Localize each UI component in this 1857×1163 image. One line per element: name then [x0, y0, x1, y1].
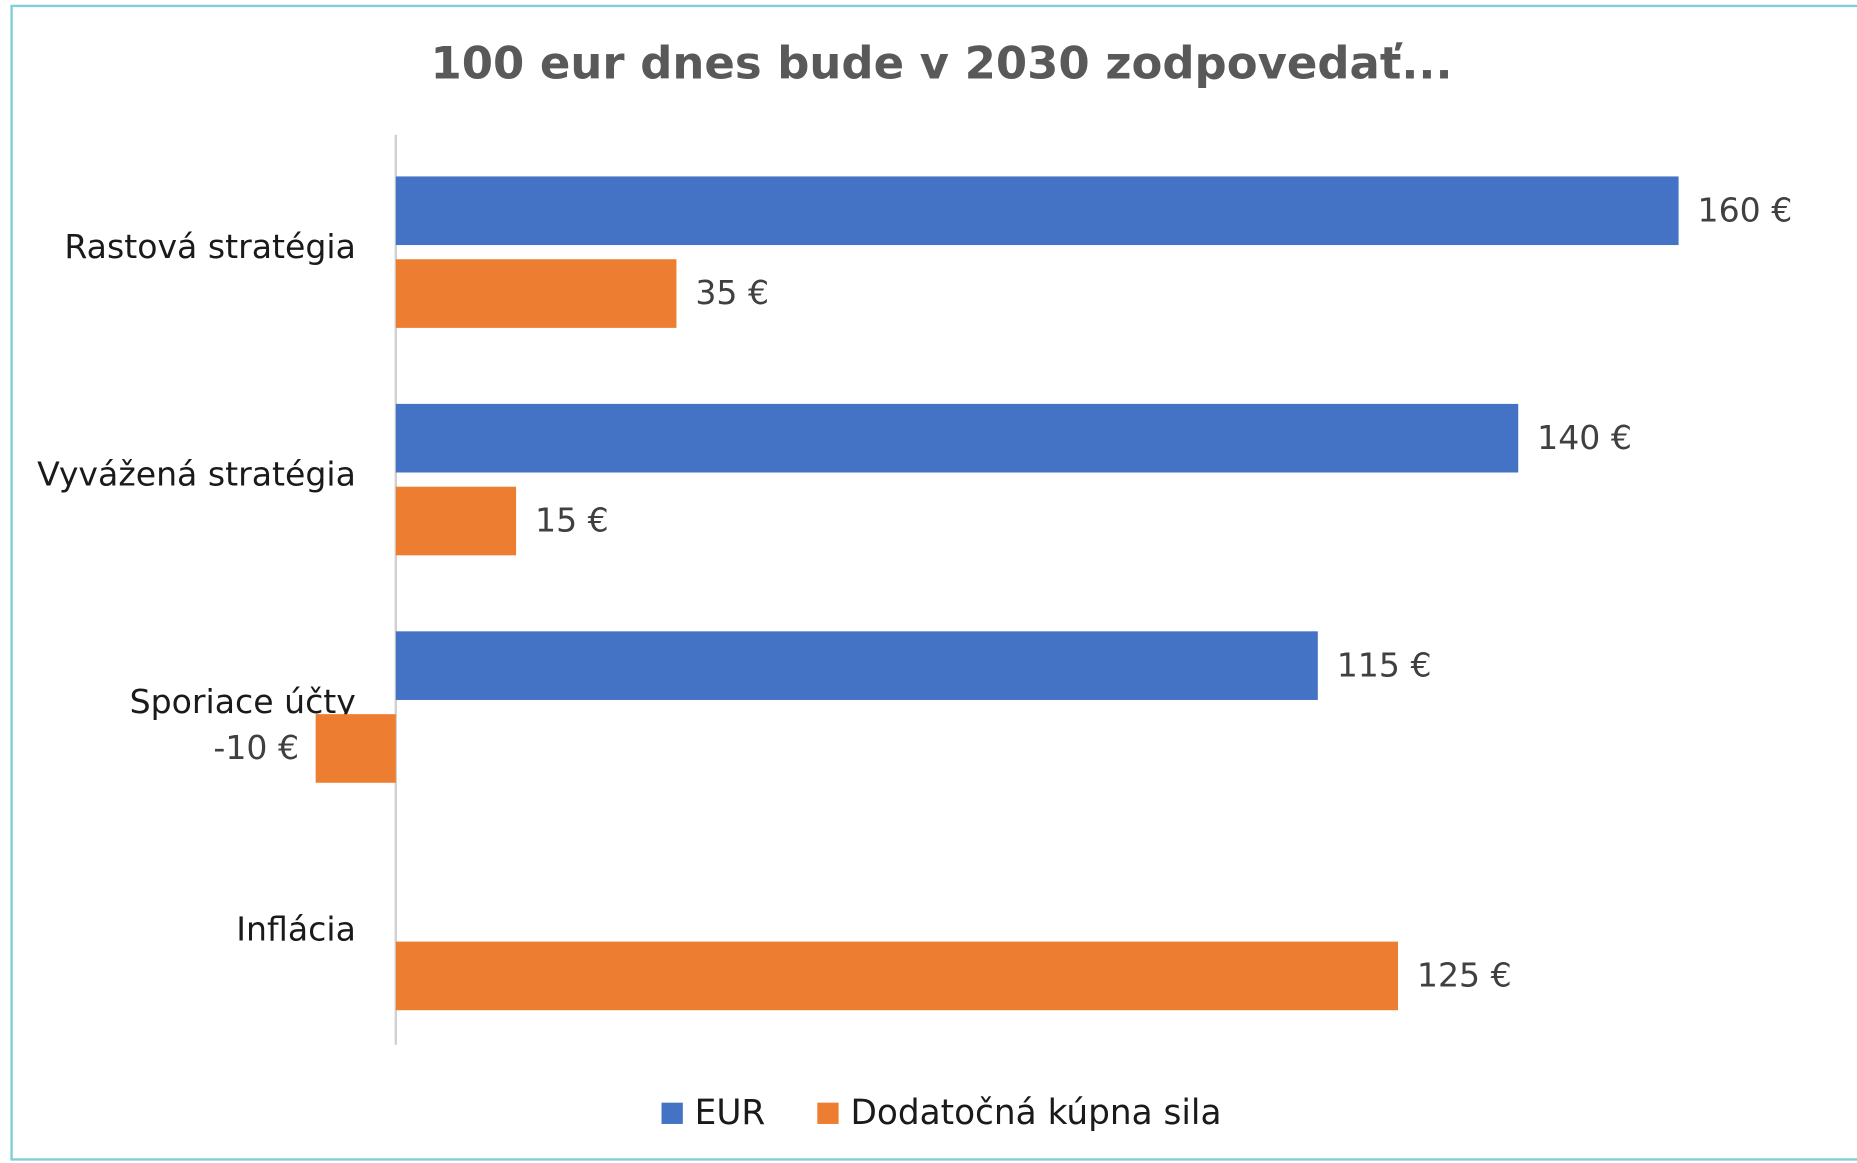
value-label: 115 € — [1337, 645, 1432, 684]
legend-swatch — [661, 1102, 683, 1124]
category-label: Rastová stratégia — [64, 227, 355, 266]
bar — [395, 176, 1679, 246]
value-label: 125 € — [1417, 956, 1512, 995]
value-label: 140 € — [1537, 418, 1632, 457]
category-label: Inflácia — [236, 909, 356, 948]
category-label: Vyvážená stratégia — [37, 455, 356, 494]
value-label: 160 € — [1698, 190, 1793, 229]
value-label: 15 € — [535, 501, 609, 540]
bar — [395, 403, 1519, 473]
bar — [395, 259, 677, 328]
legend-swatch — [817, 1102, 839, 1124]
bar — [315, 714, 396, 783]
bar — [395, 631, 1318, 700]
value-label: -10 € — [213, 728, 299, 767]
value-label: 35 € — [695, 273, 769, 312]
legend-label: Dodatočná kúpna sila — [850, 1093, 1221, 1133]
chart-title: 100 eur dnes bude v 2030 zodpovedať... — [430, 36, 1452, 89]
legend-label: EUR — [695, 1093, 766, 1133]
bar — [395, 486, 517, 556]
bar — [395, 941, 1398, 1011]
